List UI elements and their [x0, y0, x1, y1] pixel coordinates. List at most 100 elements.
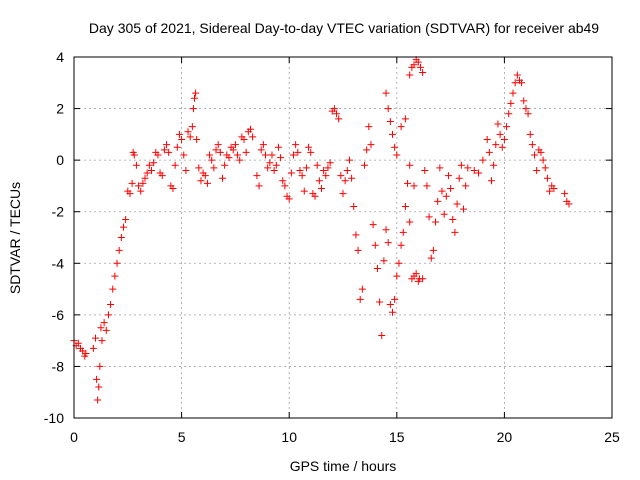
data-point — [371, 241, 379, 249]
data-point — [92, 334, 100, 342]
data-point — [109, 285, 117, 293]
data-point — [322, 172, 330, 180]
data-point — [343, 166, 351, 174]
data-point — [432, 218, 440, 226]
data-point — [253, 172, 261, 180]
data-point — [496, 130, 504, 138]
data-point — [182, 166, 190, 174]
data-point — [369, 221, 377, 229]
data-point — [384, 239, 392, 247]
data-point — [218, 174, 226, 182]
data-point — [462, 182, 470, 190]
data-point — [526, 130, 534, 138]
data-point — [541, 164, 549, 172]
data-point — [330, 105, 338, 113]
data-point — [460, 205, 468, 213]
data-point — [414, 58, 422, 66]
data-point — [208, 156, 216, 164]
data-point — [165, 148, 173, 156]
data-point — [300, 187, 308, 195]
data-point — [528, 141, 536, 149]
data-point — [225, 154, 233, 162]
data-point — [539, 156, 547, 164]
data-point — [464, 164, 472, 172]
data-point — [565, 200, 573, 208]
data-point — [264, 164, 272, 172]
data-point — [453, 200, 461, 208]
data-point — [128, 179, 136, 187]
data-point — [522, 105, 530, 113]
data-point — [345, 156, 353, 164]
data-point — [391, 295, 399, 303]
data-point — [210, 164, 218, 172]
data-point — [511, 79, 519, 87]
data-point — [531, 151, 539, 159]
data-point — [455, 174, 463, 182]
data-point — [257, 146, 265, 154]
y-tick-label: -4 — [52, 255, 65, 271]
data-point — [537, 148, 545, 156]
data-point — [115, 246, 123, 254]
data-point — [305, 143, 313, 151]
data-point — [262, 151, 270, 159]
x-tick-label: 25 — [604, 429, 620, 445]
data-point — [189, 105, 197, 113]
data-point — [546, 187, 554, 195]
data-point — [171, 161, 179, 169]
data-point — [107, 301, 115, 309]
data-point — [500, 136, 508, 144]
data-point — [397, 241, 405, 249]
data-point — [160, 146, 168, 154]
data-point — [292, 141, 300, 149]
data-point — [89, 344, 97, 352]
data-point — [180, 151, 188, 159]
data-point — [470, 166, 478, 174]
data-point — [178, 136, 186, 144]
data-point — [361, 161, 369, 169]
data-point — [410, 182, 418, 190]
data-point — [231, 141, 239, 149]
data-point — [397, 123, 405, 131]
data-point — [272, 161, 280, 169]
y-tick-label: -10 — [44, 410, 64, 426]
data-point — [234, 151, 242, 159]
y-tick-label: -6 — [52, 307, 65, 323]
data-point — [320, 166, 328, 174]
data-point — [94, 396, 102, 404]
data-point — [335, 115, 343, 123]
chart-title: Day 305 of 2021, Sidereal Day-to-day VTE… — [89, 20, 599, 36]
data-point — [266, 159, 274, 167]
data-point — [333, 110, 341, 118]
data-point — [419, 275, 427, 283]
data-point — [188, 123, 196, 131]
y-tick-label: 0 — [56, 152, 64, 168]
data-point — [298, 172, 306, 180]
data-point — [96, 362, 104, 370]
data-point — [380, 257, 388, 265]
data-point — [102, 326, 110, 334]
data-point — [221, 161, 229, 169]
data-point — [425, 213, 433, 221]
data-point — [352, 231, 360, 239]
y-tick-label: 2 — [56, 101, 64, 117]
data-point — [93, 375, 101, 383]
data-point — [444, 172, 452, 180]
data-point — [104, 311, 112, 319]
data-point — [505, 110, 513, 118]
y-tick-label: -8 — [52, 358, 65, 374]
data-point — [438, 187, 446, 195]
data-point — [373, 264, 381, 272]
data-point — [376, 298, 384, 306]
data-point — [337, 172, 345, 180]
y-tick-label: -2 — [52, 204, 65, 220]
data-point — [130, 151, 138, 159]
data-point — [111, 272, 119, 280]
data-point — [388, 130, 396, 138]
data-point — [150, 159, 158, 167]
data-point — [147, 166, 155, 174]
data-point — [191, 94, 199, 102]
data-point — [145, 161, 153, 169]
data-point — [354, 246, 362, 254]
data-point — [356, 295, 364, 303]
data-point — [479, 156, 487, 164]
